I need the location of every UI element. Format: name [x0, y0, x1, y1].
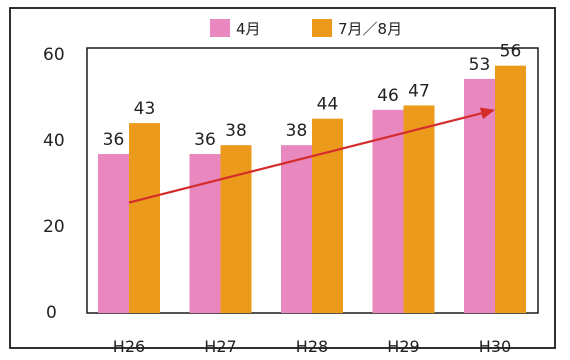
x-category-label: H27 — [204, 337, 236, 356]
category-labels-layer: H26 H27 H28 H29 H30 — [113, 337, 511, 356]
bar-april — [464, 78, 495, 314]
bar-july-august — [495, 65, 526, 314]
value-label-july-august: 47 — [408, 81, 430, 101]
value-label-july-august: 38 — [225, 121, 247, 141]
y-tick-label: 60 — [43, 45, 65, 65]
trend-arrow — [128, 107, 495, 204]
bar-july-august — [129, 123, 160, 313]
value-label-april: 46 — [377, 86, 399, 106]
legend-label-april: 4月 — [236, 20, 261, 38]
y-tick-label: 40 — [43, 131, 65, 151]
bar-april — [98, 154, 129, 313]
value-label-april: 53 — [469, 55, 491, 75]
legend-label-july-august: 7月／8月 — [338, 20, 402, 38]
y-axis: 0 20 40 60 — [43, 45, 65, 323]
value-label-april: 38 — [286, 121, 308, 141]
legend-swatch-july-august — [312, 19, 332, 37]
x-category-label: H30 — [479, 337, 511, 356]
bar-july-august — [312, 118, 343, 314]
bar-april — [372, 109, 404, 313]
value-label-july-august: 43 — [134, 99, 156, 119]
x-category-label: H26 — [113, 337, 145, 356]
bar-april — [281, 145, 312, 313]
bar-april — [189, 154, 221, 313]
x-category-label: H29 — [387, 337, 419, 356]
bar-july-august — [220, 145, 252, 313]
value-label-july-august: 44 — [317, 95, 339, 115]
bar-july-august — [403, 105, 435, 314]
legend-swatch-april — [210, 19, 230, 37]
value-label-april: 36 — [194, 130, 216, 150]
trend-arrow-line — [128, 112, 482, 204]
legend: 4月 7月／8月 — [210, 19, 402, 38]
value-label-july-august: 56 — [500, 42, 522, 62]
y-tick-label: 0 — [46, 303, 57, 323]
x-category-label: H28 — [296, 337, 328, 356]
value-labels-layer: 36 43 36 38 38 44 46 47 53 56 — [103, 42, 522, 150]
value-label-april: 36 — [103, 130, 125, 150]
trend-arrow-head — [479, 107, 495, 120]
y-tick-label: 20 — [43, 217, 65, 237]
